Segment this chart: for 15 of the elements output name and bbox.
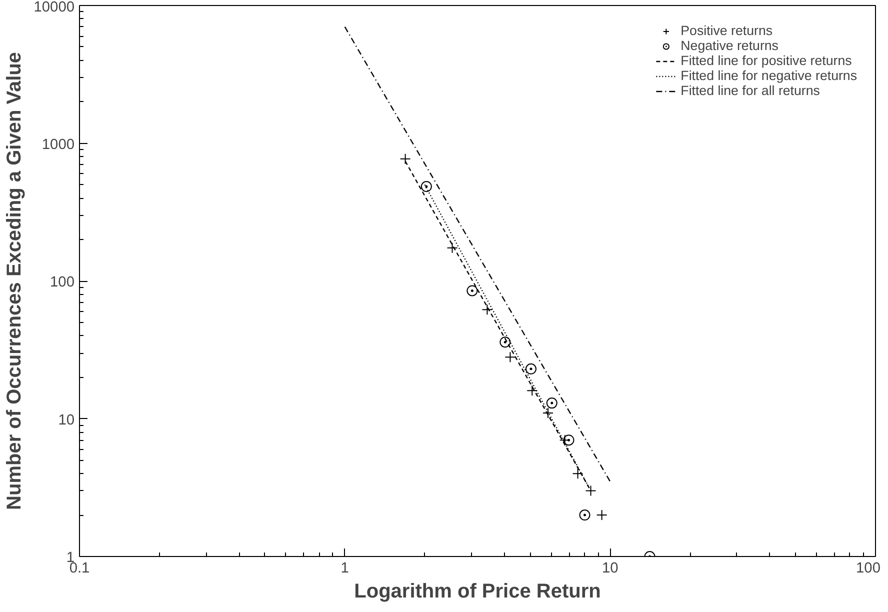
x-tick-label: 100: [856, 560, 881, 576]
legend-label: Fitted line for negative returns: [680, 68, 857, 83]
x-tick-label: 1: [340, 560, 349, 576]
legend-label: Positive returns: [680, 23, 773, 38]
x-tick-label: 0.1: [69, 560, 90, 576]
y-tick-label: 10000: [34, 0, 75, 16]
y-axis-title: Number of Occurrences Exceding a Given Value: [4, 52, 26, 510]
y-tick-label: 10: [58, 412, 75, 428]
legend-label: Fitted line for positive returns: [680, 53, 852, 68]
legend-label: Fitted line for all returns: [680, 83, 820, 98]
x-tick-label: 10: [602, 560, 618, 576]
x-axis-title: Logarithm of Price Return: [354, 580, 601, 602]
legend-label: Negative returns: [680, 38, 778, 53]
y-tick-label: 100: [50, 274, 75, 290]
y-tick-label: 1000: [42, 136, 75, 153]
